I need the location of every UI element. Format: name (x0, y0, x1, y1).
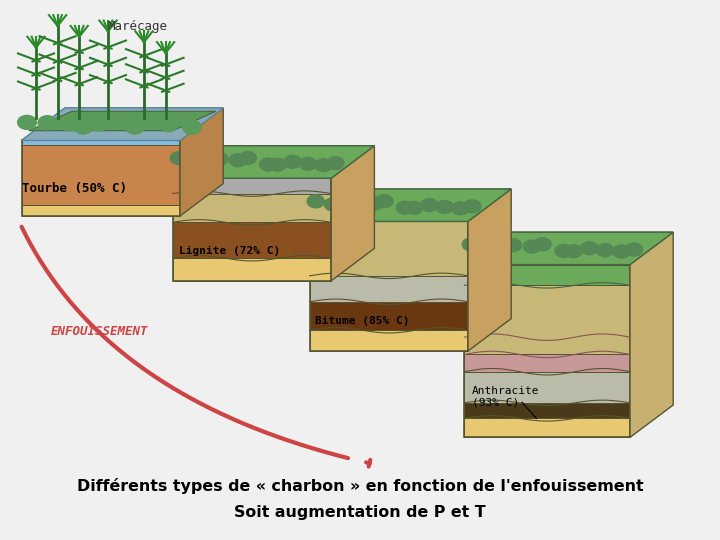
Polygon shape (310, 330, 468, 351)
Text: Marécage: Marécage (108, 19, 168, 33)
Circle shape (315, 159, 332, 172)
Polygon shape (331, 146, 374, 281)
Circle shape (534, 238, 551, 251)
Circle shape (464, 200, 481, 213)
Circle shape (307, 195, 325, 208)
Polygon shape (173, 222, 331, 258)
Circle shape (110, 115, 129, 129)
Circle shape (143, 114, 161, 129)
Circle shape (327, 157, 344, 170)
Circle shape (229, 154, 246, 167)
Polygon shape (22, 108, 223, 140)
Text: ENFOUISSEMENT: ENFOUISSEMENT (50, 325, 148, 338)
Polygon shape (464, 232, 673, 265)
Polygon shape (310, 189, 511, 221)
Circle shape (613, 245, 630, 258)
Text: Tourbe (50% C): Tourbe (50% C) (22, 181, 127, 195)
Text: Lignite (72% C): Lignite (72% C) (179, 246, 280, 256)
Polygon shape (180, 108, 223, 216)
Circle shape (397, 201, 414, 214)
Polygon shape (464, 354, 630, 372)
Circle shape (405, 201, 423, 214)
Polygon shape (310, 189, 511, 221)
Polygon shape (22, 145, 180, 205)
Circle shape (324, 198, 341, 211)
Polygon shape (310, 221, 468, 276)
Polygon shape (173, 178, 331, 193)
Circle shape (125, 120, 144, 134)
Circle shape (38, 116, 57, 130)
Circle shape (490, 245, 508, 258)
Polygon shape (464, 403, 630, 418)
Circle shape (334, 202, 351, 215)
Text: Bitume (85% C): Bitume (85% C) (315, 316, 410, 326)
Circle shape (523, 240, 541, 253)
Polygon shape (464, 265, 630, 285)
Circle shape (171, 152, 188, 165)
Text: Soit augmentation de P et T: Soit augmentation de P et T (234, 505, 486, 521)
Circle shape (73, 120, 92, 134)
Text: Différents types de « charbon » en fonction de l'enfouissement: Différents types de « charbon » en fonct… (77, 478, 643, 494)
Circle shape (581, 242, 598, 255)
Circle shape (555, 245, 572, 258)
Circle shape (451, 202, 469, 215)
Circle shape (60, 117, 78, 131)
Circle shape (597, 244, 614, 256)
Polygon shape (22, 205, 180, 216)
Polygon shape (173, 258, 331, 281)
Polygon shape (468, 189, 511, 351)
Circle shape (260, 158, 277, 171)
Polygon shape (173, 193, 331, 222)
Circle shape (239, 151, 256, 164)
Polygon shape (310, 276, 468, 302)
Circle shape (197, 159, 215, 172)
Polygon shape (464, 285, 630, 354)
Polygon shape (29, 111, 216, 131)
Circle shape (89, 117, 108, 131)
Circle shape (183, 120, 202, 134)
Circle shape (18, 116, 37, 130)
Circle shape (284, 156, 301, 168)
Circle shape (366, 197, 383, 210)
Circle shape (480, 241, 498, 254)
Polygon shape (173, 146, 374, 178)
Polygon shape (310, 302, 468, 330)
Circle shape (159, 118, 178, 132)
Polygon shape (22, 140, 180, 145)
Text: Anthracite
(93% C): Anthracite (93% C) (472, 386, 539, 408)
Circle shape (376, 194, 393, 207)
Circle shape (420, 199, 438, 212)
Polygon shape (630, 232, 673, 437)
Polygon shape (173, 146, 374, 178)
Circle shape (300, 157, 317, 170)
Circle shape (565, 245, 582, 258)
Circle shape (211, 152, 228, 165)
Polygon shape (464, 372, 630, 403)
Polygon shape (22, 108, 223, 140)
Circle shape (187, 154, 204, 167)
Circle shape (269, 158, 286, 171)
Polygon shape (464, 418, 630, 437)
Circle shape (505, 239, 522, 252)
Circle shape (462, 238, 480, 251)
Polygon shape (464, 232, 673, 265)
Circle shape (348, 195, 365, 208)
Circle shape (625, 243, 642, 256)
Circle shape (436, 200, 454, 213)
